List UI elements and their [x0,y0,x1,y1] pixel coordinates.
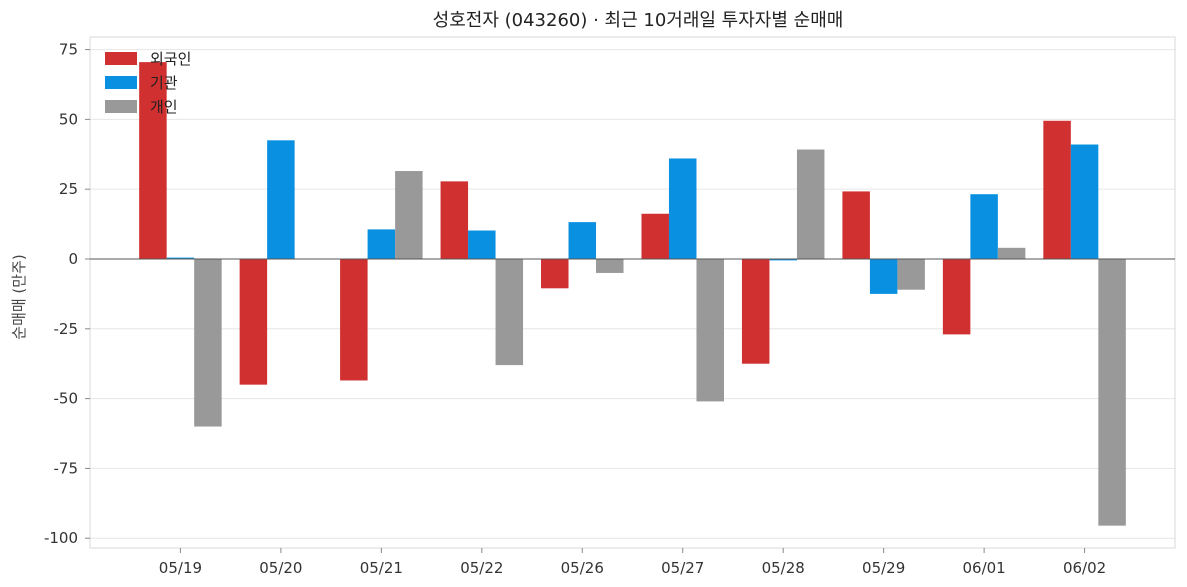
bar [367,229,396,259]
bar [741,258,770,364]
legend-swatch [105,52,137,65]
bar [970,194,998,259]
bar [641,213,669,259]
bar [166,257,195,259]
x-tick-label: 05/28 [762,559,805,577]
x-tick-label: 06/02 [1063,559,1106,577]
y-axis-label: 순매매 (만주) [10,254,28,339]
bar [596,258,624,273]
y-tick-label: 50 [59,110,78,128]
bar [541,258,569,289]
y-tick-label: 25 [59,180,78,198]
bar [796,149,825,259]
axes [85,36,1176,553]
y-tick-label: -100 [44,529,78,547]
y-tick-label: 75 [59,41,78,59]
legend-label: 기관 [150,74,178,92]
y-tick-label: -50 [54,390,79,408]
x-tick-label: 06/01 [963,559,1006,577]
x-tick-label: 05/27 [661,559,704,577]
bar [194,258,222,427]
x-tick-label: 05/26 [561,559,604,577]
bar [1098,258,1126,526]
bar [239,258,268,385]
bar [668,158,697,259]
chart-title: 성호전자 (043260) · 최근 10거래일 투자자별 순매매 [433,10,844,31]
legend-swatch [105,100,137,113]
bar [769,258,797,261]
y-tick-label: -25 [54,320,79,338]
x-tick-label: 05/19 [159,559,202,577]
y-tick-label: 0 [68,250,78,268]
bar [468,230,496,259]
bar [340,258,368,381]
legend-swatch [105,76,137,89]
x-tick-label: 05/29 [862,559,905,577]
legend-label: 외국인 [150,50,191,68]
bar [997,247,1026,259]
bar [568,222,597,259]
bar [440,181,469,259]
bar [869,258,898,294]
bar [942,258,971,335]
y-tick-label: -75 [54,459,79,477]
bar [1043,120,1071,259]
bar [842,191,870,259]
bar [897,258,925,290]
bar [1070,144,1099,259]
bar [495,258,524,366]
bar [139,62,167,259]
tick-labels: -100 -75 -50 -25 0 25 50 75 05/19 05/20 05/21 05/22… [44,41,1106,577]
bar [696,258,724,402]
x-tick-label: 05/20 [259,559,302,577]
x-tick-label: 05/22 [460,559,503,577]
bar [395,171,423,259]
bar [267,140,295,259]
legend-label: 개인 [150,98,178,116]
plot-frame [89,36,1176,549]
x-tick-label: 05/21 [360,559,403,577]
bars [139,62,1126,526]
